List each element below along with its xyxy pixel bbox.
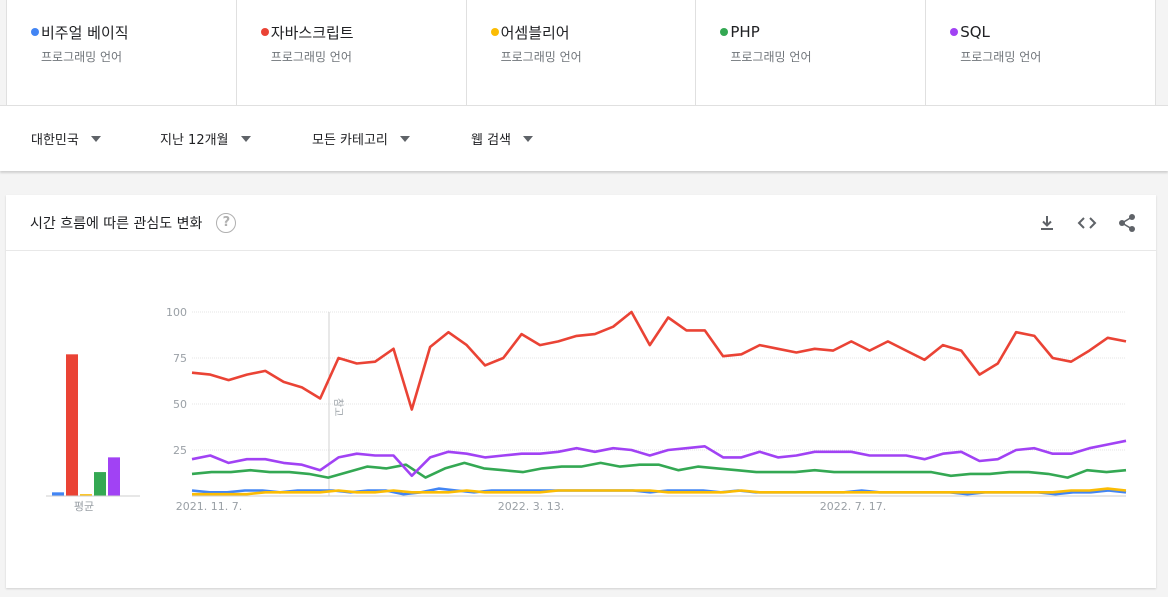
annotation-label: 참고 <box>332 398 344 416</box>
interest-over-time-card: 시간 흐름에 따른 관심도 변화 ? <box>6 195 1156 588</box>
search-term-4[interactable]: PHP 프로그래밍 언어 <box>696 0 926 105</box>
chevron-down-icon <box>91 136 101 142</box>
term-title: 비주얼 베이직 <box>31 22 236 42</box>
category-filter-label: 모든 카테고리 <box>312 129 388 148</box>
region-filter-label: 대한민국 <box>31 129 79 148</box>
term-category: 프로그래밍 언어 <box>31 48 236 65</box>
chevron-down-icon <box>400 136 410 142</box>
term-category: 프로그래밍 언어 <box>720 48 925 65</box>
term-title: PHP <box>720 22 925 42</box>
search-type-filter[interactable]: 웹 검색 <box>471 129 533 148</box>
embed-code-icon <box>1076 214 1098 232</box>
embed-button[interactable] <box>1076 212 1098 234</box>
term-name: 비주얼 베이직 <box>41 22 129 43</box>
chevron-down-icon <box>523 136 533 142</box>
period-filter-label: 지난 12개월 <box>160 129 229 148</box>
card-title: 시간 흐름에 따른 관심도 변화 <box>30 213 202 233</box>
x-tick-label: 2021. 11. 7. <box>176 500 242 513</box>
card-header: 시간 흐름에 따른 관심도 변화 ? <box>6 195 1156 251</box>
series-line-2 <box>192 312 1126 410</box>
card-tools <box>1036 212 1138 234</box>
download-button[interactable] <box>1036 212 1058 234</box>
x-tick-label: 2022. 3. 13. <box>498 500 564 513</box>
share-button[interactable] <box>1116 212 1138 234</box>
period-filter[interactable]: 지난 12개월 <box>160 129 251 148</box>
region-filter[interactable]: 대한민국 <box>31 129 101 148</box>
term-category: 프로그래밍 언어 <box>950 48 1155 65</box>
series-color-dot <box>31 28 39 36</box>
average-bar-2 <box>66 354 78 496</box>
series-color-dot <box>491 28 499 36</box>
help-icon[interactable]: ? <box>216 213 236 233</box>
series-color-dot <box>261 28 269 36</box>
series-color-dot <box>720 28 728 36</box>
search-type-filter-label: 웹 검색 <box>471 129 511 148</box>
chevron-down-icon <box>241 136 251 142</box>
series-line-5 <box>192 441 1126 476</box>
term-name: 자바스크립트 <box>271 22 354 43</box>
term-title: 어셈블리어 <box>491 22 696 42</box>
x-axis: 2021. 11. 7. 2022. 3. 13. 2022. 7. 17. <box>176 500 886 513</box>
filters-bar: 대한민국 지난 12개월 모든 카테고리 웹 검색 <box>0 105 1168 171</box>
term-title: SQL <box>950 22 1155 42</box>
search-term-5[interactable]: SQL 프로그래밍 언어 <box>926 0 1155 105</box>
share-icon <box>1117 213 1137 233</box>
y-tick-label: 25 <box>173 444 187 457</box>
category-filter[interactable]: 모든 카테고리 <box>312 129 410 148</box>
download-icon <box>1038 214 1056 232</box>
y-tick-label: 75 <box>173 352 187 365</box>
term-title: 자바스크립트 <box>261 22 466 42</box>
term-name: PHP <box>730 23 759 41</box>
term-name: 어셈블리어 <box>501 22 570 43</box>
average-bar-1 <box>52 492 64 496</box>
average-bar-4 <box>94 472 106 496</box>
term-category: 프로그래밍 언어 <box>491 48 696 65</box>
x-tick-label: 2022. 7. 17. <box>820 500 886 513</box>
y-tick-label: 50 <box>173 398 187 411</box>
average-bar-5 <box>108 457 120 496</box>
term-category: 프로그래밍 언어 <box>261 48 466 65</box>
series-line-4 <box>192 463 1126 478</box>
average-bars: 평균 <box>46 354 140 513</box>
series-color-dot <box>950 28 958 36</box>
y-tick-label: 100 <box>166 306 187 319</box>
average-label: 평균 <box>74 500 94 513</box>
search-terms-bar: 비주얼 베이직 프로그래밍 언어 자바스크립트 프로그래밍 언어 어셈블리어 프로그래밍 … <box>6 0 1156 105</box>
term-name: SQL <box>960 23 990 41</box>
